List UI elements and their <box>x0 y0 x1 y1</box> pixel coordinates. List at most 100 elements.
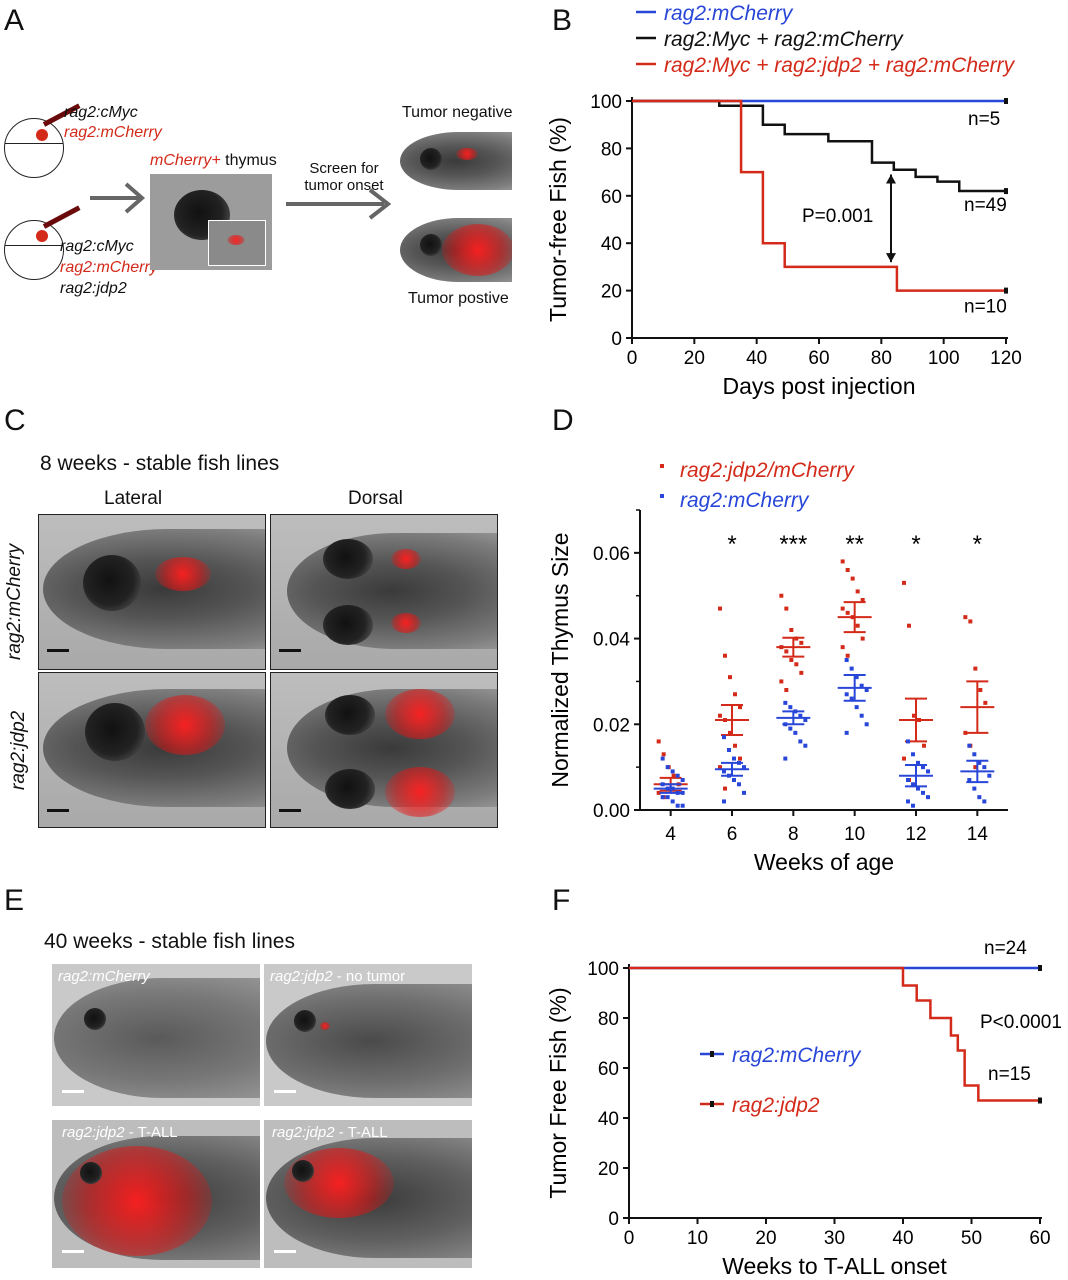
c-lateral-jdp2-thymus <box>145 695 225 755</box>
data-point <box>982 765 987 770</box>
c-lateral-mcherry-eye <box>83 555 141 611</box>
data-point <box>718 765 722 770</box>
data-point <box>844 692 849 697</box>
c-dorsal-jdp2 <box>270 672 498 828</box>
y-tick-label: 20 <box>598 1159 619 1180</box>
e-img-jdp2-tall-1-label: rag2:jdp2 - T-ALL <box>62 1124 178 1141</box>
c-dorsal-mcherry-fish <box>287 533 497 649</box>
tumor-positive-signal <box>442 224 512 276</box>
x-tick-label: 20 <box>755 1228 776 1249</box>
n-label-1: n=24 <box>984 938 1027 959</box>
y-tick-label: 0.06 <box>593 544 630 565</box>
data-point <box>864 688 869 692</box>
c-lateral-mcherry-fish <box>43 529 265 649</box>
panel-c-title: 8 weeks - stable fish lines <box>40 452 280 475</box>
injection-dot-2 <box>36 230 48 242</box>
data-point <box>675 803 680 808</box>
y-tick-label: 100 <box>587 959 619 980</box>
panel-e-title: 40 weeks - stable fish lines <box>44 930 295 953</box>
e-img-mcherry-scalebar <box>62 1090 84 1093</box>
data-point <box>854 705 859 710</box>
e-img-3-label-rest: - T-ALL <box>124 1124 178 1141</box>
data-point <box>738 705 742 710</box>
data-point <box>859 713 864 718</box>
data-point <box>987 773 992 778</box>
data-point <box>738 756 742 761</box>
data-point <box>860 636 865 641</box>
data-point <box>977 760 982 765</box>
x-tick-label: 6 <box>727 824 738 845</box>
e-img-3-label-it: rag2:jdp2 <box>62 1124 125 1141</box>
data-point <box>656 739 661 744</box>
legend-marker-1 <box>660 464 664 468</box>
x-tick-label: 80 <box>871 348 892 369</box>
legend-label-3: rag2:Myc + rag2:jdp2 + rag2:mCherry <box>664 54 1016 77</box>
x-tick-label: 60 <box>808 348 829 369</box>
e-img-jdp2-tall-2-eye <box>292 1160 314 1182</box>
c-dorsal-mcherry <box>270 514 498 670</box>
data-point <box>973 666 978 671</box>
significance-mark: * <box>911 531 920 558</box>
x-tick-label: 14 <box>967 824 989 845</box>
data-point <box>854 675 859 680</box>
c-dorsal-mcherry-thymus-top <box>391 549 421 569</box>
data-point <box>722 769 726 774</box>
data-point <box>916 786 920 791</box>
c-lateral-mcherry-thymus <box>155 557 211 591</box>
data-point <box>845 610 850 615</box>
screen-label: Screen for tumor onset <box>296 160 392 194</box>
e-img-4-label-it: rag2:jdp2 <box>272 1124 335 1141</box>
construct-2c: rag2:jdp2 <box>60 280 127 297</box>
data-point <box>670 799 675 804</box>
y-tick-label: 60 <box>601 187 622 208</box>
arrow-to-screen <box>286 188 392 220</box>
x-tick-label: 120 <box>990 348 1022 369</box>
data-point <box>803 743 808 748</box>
c-dorsal-jdp2-eye-top <box>325 695 375 735</box>
data-point <box>963 615 968 620</box>
p-arrow-head-top <box>886 174 896 184</box>
y-axis-title: Tumor-free Fish (%) <box>545 117 571 322</box>
censor-mark-1 <box>1038 965 1042 971</box>
data-point <box>911 752 915 757</box>
e-img-4-label-rest: - T-ALL <box>334 1124 388 1141</box>
data-point <box>779 679 784 684</box>
e-img-jdp2-no-tumor-thymus <box>320 1022 330 1030</box>
c-dorsal-mcherry-thymus-bottom <box>391 613 421 633</box>
data-point <box>840 559 845 564</box>
data-point <box>779 593 784 598</box>
y-tick-label: 60 <box>598 1059 619 1080</box>
e-img-jdp2-no-tumor-scalebar <box>274 1090 296 1093</box>
data-point <box>963 730 968 735</box>
needle-2 <box>42 205 81 229</box>
e-img-jdp2-no-tumor: rag2:jdp2 - no tumor <box>264 964 472 1106</box>
data-point <box>902 756 906 761</box>
e-img-jdp2-no-tumor-label: rag2:jdp2 - no tumor <box>270 968 405 985</box>
data-point <box>737 782 741 787</box>
data-point <box>798 739 803 744</box>
data-point <box>656 790 661 795</box>
data-point <box>671 773 676 778</box>
y-tick-label: 0.04 <box>593 630 630 651</box>
tumor-negative-fish <box>400 132 512 190</box>
data-point <box>789 628 794 632</box>
data-point <box>723 653 727 658</box>
tumor-negative-label: Tumor negative <box>402 104 513 121</box>
data-point <box>983 700 988 705</box>
data-point <box>972 752 977 757</box>
censor-mark-2 <box>1004 188 1008 195</box>
data-point <box>742 790 746 795</box>
data-point <box>845 568 850 572</box>
n-label-2: n=15 <box>988 1064 1031 1085</box>
construct-2a: rag2:cMyc <box>60 238 134 255</box>
data-point <box>788 726 793 731</box>
e-img-jdp2-tall-1-scalebar <box>62 1250 84 1253</box>
e-img-jdp2-no-tumor-eye <box>294 1010 316 1032</box>
data-point <box>840 645 845 650</box>
x-tick-label: 10 <box>844 824 865 845</box>
data-point <box>906 739 910 744</box>
n-label-1: n=5 <box>968 109 1000 130</box>
c-lateral-jdp2-eye <box>85 703 145 761</box>
data-point <box>783 700 788 705</box>
legend-marker-2 <box>710 1101 714 1107</box>
